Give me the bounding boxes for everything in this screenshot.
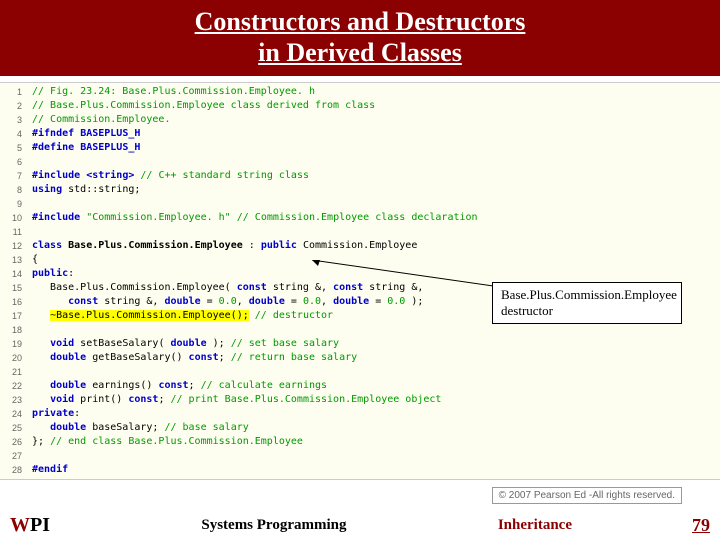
code-line: 19 void setBaseSalary( double ); // set … bbox=[0, 337, 720, 351]
footer-inheritance: Inheritance bbox=[498, 517, 572, 534]
title-line2: in Derived Classes bbox=[0, 37, 720, 68]
footer-systems: Systems Programming bbox=[50, 517, 498, 534]
code-line: 3// Commission.Employee. bbox=[0, 113, 720, 127]
code-line: 25 double baseSalary; // base salary bbox=[0, 421, 720, 435]
code-line: 5#define BASEPLUS_H bbox=[0, 141, 720, 155]
callout-box: Base.Plus.Commission.Employee destructor bbox=[492, 282, 682, 324]
callout-line1: Base.Plus.Commission.Employee bbox=[501, 287, 677, 302]
title-bar: Constructors and Destructors in Derived … bbox=[0, 0, 720, 76]
code-line: 22 double earnings() const; // calculate… bbox=[0, 379, 720, 393]
code-line: 23 void print() const; // print Base.Plu… bbox=[0, 393, 720, 407]
code-line: 8using std::string; bbox=[0, 183, 720, 197]
page-number: 79 bbox=[692, 515, 710, 536]
code-line: 24private: bbox=[0, 407, 720, 421]
code-line: 7#include <string> // C++ standard strin… bbox=[0, 169, 720, 183]
code-line: 28#endif bbox=[0, 463, 720, 477]
code-line: 11 bbox=[0, 225, 720, 239]
callout-line2: destructor bbox=[501, 303, 553, 318]
code-line: 1// Fig. 23.24: Base.Plus.Commission.Emp… bbox=[0, 85, 720, 99]
code-line: 10#include "Commission.Employee. h" // C… bbox=[0, 211, 720, 225]
code-line: 27 bbox=[0, 449, 720, 463]
footer: WPI Systems Programming Inheritance 79 bbox=[0, 510, 720, 540]
code-line: 4#ifndef BASEPLUS_H bbox=[0, 127, 720, 141]
code-line: 2// Base.Plus.Commission.Employee class … bbox=[0, 99, 720, 113]
code-line: 20 double getBaseSalary() const; // retu… bbox=[0, 351, 720, 365]
title-line1: Constructors and Destructors bbox=[0, 6, 720, 37]
wpi-logo: WPI bbox=[10, 514, 50, 537]
code-line: 21 bbox=[0, 365, 720, 379]
code-line: 18 bbox=[0, 323, 720, 337]
copyright-notice: © 2007 Pearson Ed -All rights reserved. bbox=[492, 487, 682, 504]
code-line: 9 bbox=[0, 197, 720, 211]
code-line: 26}; // end class Base.Plus.Commission.E… bbox=[0, 435, 720, 449]
code-line: 12class Base.Plus.Commission.Employee : … bbox=[0, 239, 720, 253]
code-line: 6 bbox=[0, 155, 720, 169]
